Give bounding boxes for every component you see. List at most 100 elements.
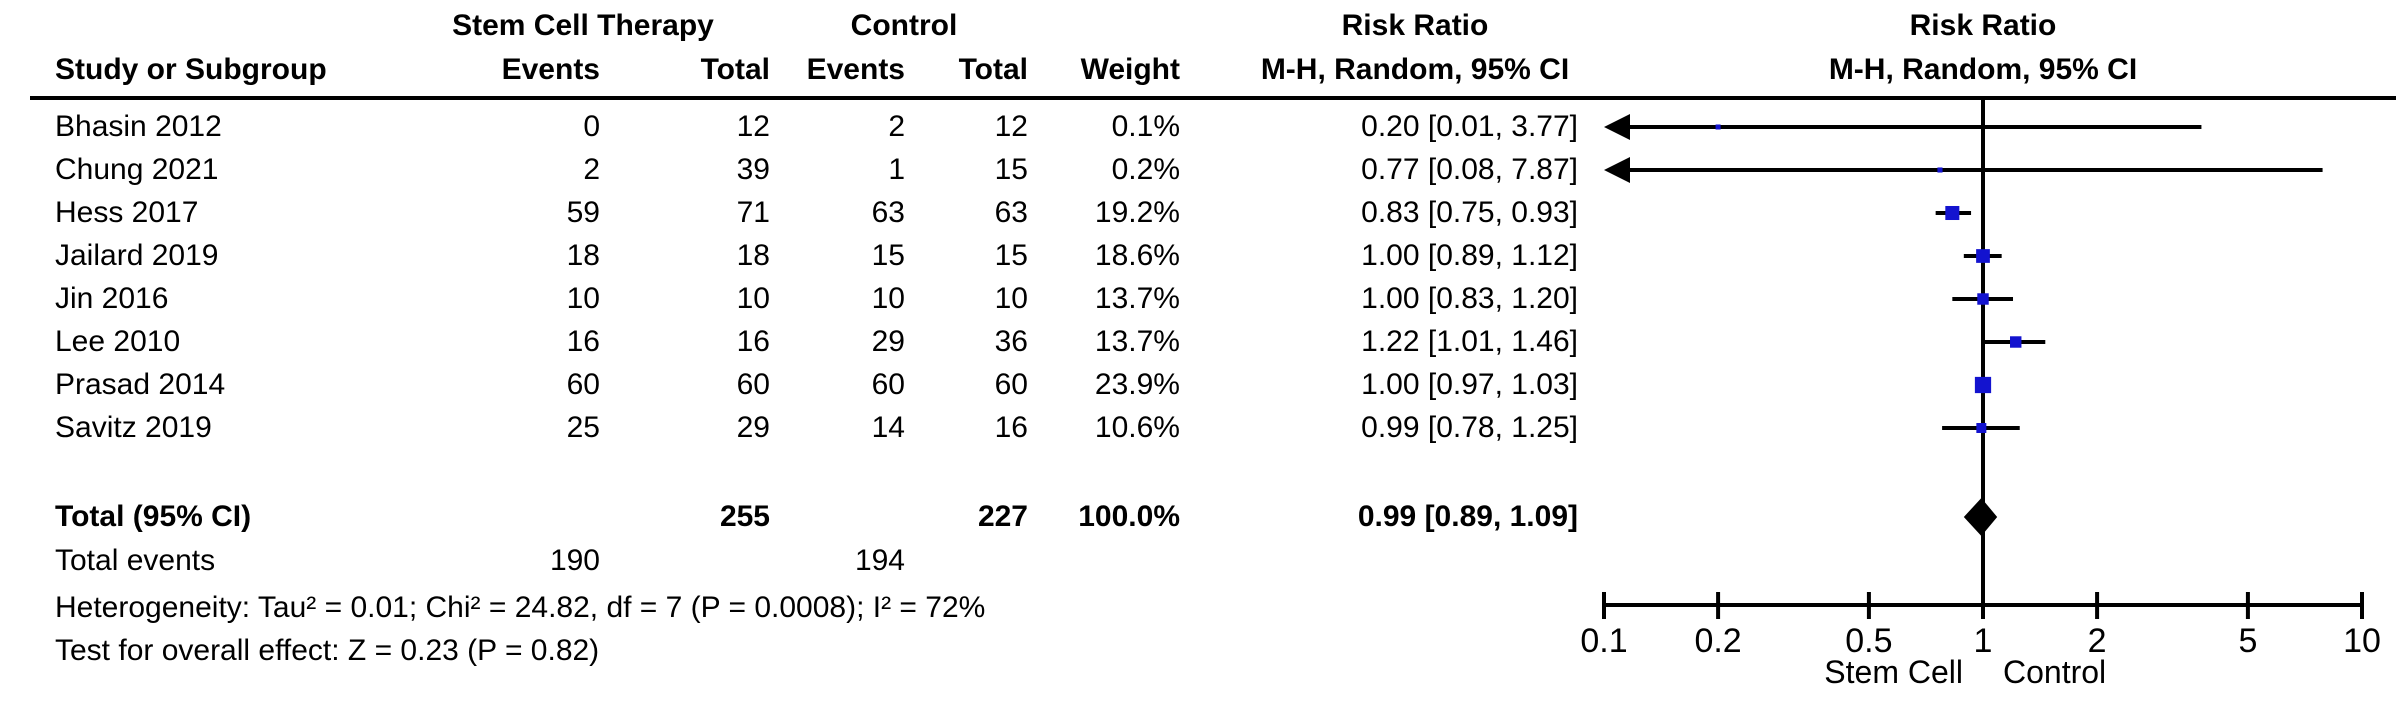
total-ci: 0.99 [0.89, 1.09] (1357, 500, 1578, 533)
axis-tick-label: 2 (2088, 622, 2107, 660)
study-name: Jailard 2019 (55, 239, 219, 272)
weight: 0.2% (1111, 153, 1180, 186)
total-label: Total (95% CI) (55, 500, 252, 533)
plot-column-header-mh-ci: M-H, Random, 95% CI (1828, 53, 2138, 86)
column-header-tx-total: Total (700, 53, 770, 86)
column-header-tx-events: Events (501, 53, 600, 86)
header-rule (30, 96, 2396, 100)
effect-marker (1937, 167, 1943, 173)
ci-arrow-left (1604, 157, 1630, 183)
column-header-ctrl-events: Events (806, 53, 905, 86)
ci-text: 0.20 [0.01, 3.77] (1361, 110, 1578, 143)
heterogeneity-text: Heterogeneity: Tau² = 0.01; Chi² = 24.82… (55, 591, 986, 624)
ci-text: 0.77 [0.08, 7.87] (1361, 153, 1578, 186)
column-header-ctrl-total: Total (958, 53, 1028, 86)
tx-events: 16 (566, 325, 600, 358)
axis-caption-right: Control (2003, 654, 2107, 690)
weight: 13.7% (1094, 282, 1180, 315)
tx-total: 71 (736, 196, 770, 229)
ctrl-total: 12 (994, 110, 1028, 143)
total-events-ctrl: 194 (854, 544, 905, 577)
ci-text: 1.00 [0.83, 1.20] (1361, 282, 1578, 315)
total-events-label: Total events (55, 544, 216, 577)
tx-events: 59 (566, 196, 600, 229)
risk-ratio-header: Risk Ratio (1341, 9, 1489, 42)
effect-marker (1715, 124, 1721, 130)
tx-events: 10 (566, 282, 600, 315)
total-ctrl: 227 (977, 500, 1028, 533)
tx-total: 18 (736, 239, 770, 272)
tx-events: 2 (583, 153, 600, 186)
total-events-tx: 190 (549, 544, 600, 577)
ctrl-total: 15 (994, 153, 1028, 186)
study-name: Bhasin 2012 (55, 110, 222, 143)
weight: 0.1% (1111, 110, 1180, 143)
ctrl-events: 15 (871, 239, 905, 272)
weight: 10.6% (1094, 411, 1180, 444)
ctrl-events: 60 (871, 368, 905, 401)
tx-total: 10 (736, 282, 770, 315)
effect-marker (1974, 376, 1992, 394)
weight: 19.2% (1094, 196, 1180, 229)
ctrl-events: 63 (871, 196, 905, 229)
column-header-mh-ci: M-H, Random, 95% CI (1260, 53, 1570, 86)
study-name: Prasad 2014 (55, 368, 226, 401)
tx-events: 60 (566, 368, 600, 401)
ctrl-total: 15 (994, 239, 1028, 272)
ctrl-events: 29 (871, 325, 905, 358)
ctrl-total: 16 (994, 411, 1028, 444)
ctrl-events: 2 (888, 110, 905, 143)
ci-text: 1.00 [0.89, 1.12] (1361, 239, 1578, 272)
total-weight: 100.0% (1078, 500, 1180, 533)
effect-marker (2010, 336, 2022, 348)
overall-effect-text: Test for overall effect: Z = 0.23 (P = 0… (55, 634, 600, 667)
total-tx: 255 (719, 500, 770, 533)
tx-total: 60 (736, 368, 770, 401)
overall-diamond (1963, 498, 1998, 536)
axis-tick-label: 10 (2343, 622, 2381, 660)
axis-tick-label: 0.2 (1694, 622, 1741, 660)
axis-tick-label: 0.1 (1580, 622, 1627, 660)
study-name: Savitz 2019 (55, 411, 212, 444)
study-name: Jin 2016 (55, 282, 169, 315)
study-name: Lee 2010 (55, 325, 181, 358)
tx-total: 12 (736, 110, 770, 143)
axis-caption-left: Stem Cell (1824, 654, 1963, 690)
ctrl-total: 36 (994, 325, 1028, 358)
group1-header: Stem Cell Therapy (452, 9, 714, 42)
tx-events: 0 (583, 110, 600, 143)
ci-text: 1.22 [1.01, 1.46] (1361, 325, 1578, 358)
tx-events: 25 (566, 411, 600, 444)
ci-text: 0.99 [0.78, 1.25] (1361, 411, 1578, 444)
ci-arrow-left (1604, 114, 1630, 140)
effect-marker (1976, 249, 1990, 263)
column-header-study: Study or Subgroup (55, 53, 327, 86)
effect-marker (1976, 423, 1987, 433)
axis-tick-label: 1 (1974, 622, 1993, 660)
ctrl-total: 63 (994, 196, 1028, 229)
weight: 13.7% (1094, 325, 1180, 358)
ci-text: 0.83 [0.75, 0.93] (1361, 196, 1578, 229)
ci-text: 1.00 [0.97, 1.03] (1361, 368, 1578, 401)
study-name: Hess 2017 (55, 196, 199, 229)
tx-events: 18 (566, 239, 600, 272)
axis-tick-label: 5 (2238, 622, 2257, 660)
ctrl-total: 60 (994, 368, 1028, 401)
tx-total: 16 (736, 325, 770, 358)
tx-total: 39 (736, 153, 770, 186)
ctrl-events: 10 (871, 282, 905, 315)
weight: 18.6% (1094, 239, 1180, 272)
ctrl-total: 10 (994, 282, 1028, 315)
effect-marker (1977, 293, 1989, 305)
effect-marker (1945, 205, 1960, 221)
axis-tick-label: 0.5 (1845, 622, 1892, 660)
study-name: Chung 2021 (55, 153, 219, 186)
ctrl-events: 1 (888, 153, 905, 186)
plot-risk-ratio-header: Risk Ratio (1909, 9, 2057, 42)
ctrl-events: 14 (871, 411, 905, 444)
column-header-weight: Weight (1080, 53, 1180, 86)
tx-total: 29 (736, 411, 770, 444)
group2-header: Control (850, 9, 958, 42)
